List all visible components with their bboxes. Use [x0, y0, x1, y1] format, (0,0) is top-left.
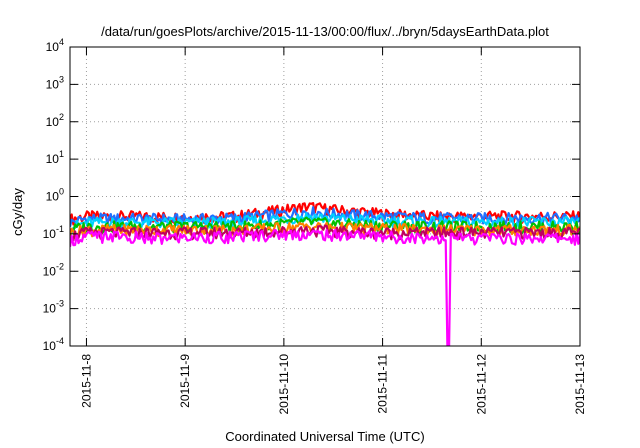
y-tick-label: 102	[46, 112, 64, 129]
y-tick-mantissa: 10	[46, 152, 60, 166]
chart-title: /data/run/goesPlots/archive/2015-11-13/0…	[101, 24, 549, 39]
y-tick-label: 101	[46, 149, 64, 166]
x-tick-label: 2015-11-12	[474, 354, 488, 415]
y-tick-exponent: 3	[59, 74, 64, 84]
series-line	[70, 228, 580, 346]
x-tick-label: 2015-11-10	[277, 354, 291, 415]
y-tick-mantissa: 10	[43, 339, 57, 353]
x-tick-label: 2015-11-13	[573, 354, 587, 415]
y-tick-mantissa: 10	[46, 115, 60, 129]
y-tick-mantissa: 10	[43, 264, 57, 278]
x-axis-label: Coordinated Universal Time (UTC)	[225, 429, 424, 444]
ticks	[70, 46, 581, 347]
y-tick-label: 10-1	[43, 224, 64, 241]
y-tick-mantissa: 10	[43, 302, 57, 316]
y-tick-exponent: -1	[56, 224, 64, 234]
y-tick-label: 100	[46, 187, 64, 204]
y-tick-exponent: -3	[56, 299, 64, 309]
y-tick-mantissa: 10	[46, 190, 60, 204]
series-line	[70, 202, 580, 227]
y-tick-label: 10-2	[43, 261, 64, 278]
y-tick-label: 104	[46, 37, 64, 54]
x-tick-label: 2015-11-9	[178, 354, 192, 408]
y-tick-label: 103	[46, 74, 64, 91]
y-tick-label: 10-3	[43, 299, 64, 316]
y-tick-mantissa: 10	[43, 227, 57, 241]
x-tick-label: 2015-11-8	[79, 354, 93, 408]
y-tick-mantissa: 10	[46, 77, 60, 91]
y-tick-exponent: 2	[59, 112, 64, 122]
y-axis-label: cGy/day	[10, 188, 25, 236]
y-tick-mantissa: 10	[46, 40, 60, 54]
y-tick-exponent: 4	[59, 37, 64, 47]
y-tick-exponent: 0	[59, 187, 64, 197]
y-tick-exponent: -4	[56, 336, 64, 346]
x-tick-label: 2015-11-11	[376, 354, 390, 414]
series-line	[70, 224, 580, 243]
x-tick-labels: 2015-11-8 2015-11-9 2015-11-10 2015-11-11 20…	[79, 354, 587, 415]
y-tick-label: 10-4	[43, 336, 64, 353]
series-group	[70, 202, 580, 346]
y-tick-exponent: 1	[59, 149, 64, 159]
series-line	[70, 206, 580, 227]
series-layer	[70, 202, 580, 346]
y-tick-exponent: -2	[56, 261, 64, 271]
